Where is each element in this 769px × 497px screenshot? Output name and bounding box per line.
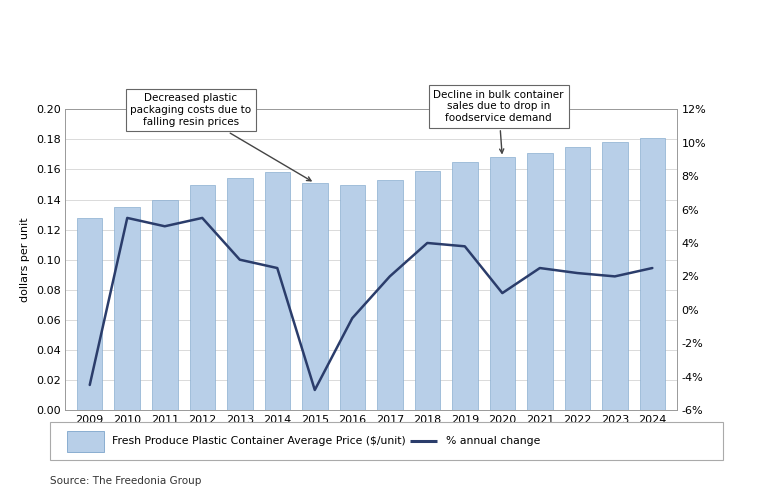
Text: Figure 3-5 | Fresh Produce Plastic Container Pricing, 2009 – 2024 (dollars per u: Figure 3-5 | Fresh Produce Plastic Conta… bbox=[8, 19, 579, 33]
Y-axis label: dollars per unit: dollars per unit bbox=[20, 217, 30, 302]
Bar bbox=[414, 171, 440, 410]
Bar bbox=[452, 162, 478, 410]
Bar bbox=[340, 184, 365, 410]
FancyBboxPatch shape bbox=[67, 430, 104, 452]
Bar bbox=[490, 158, 515, 410]
Bar bbox=[115, 207, 140, 410]
Bar bbox=[602, 143, 628, 410]
Bar bbox=[527, 153, 553, 410]
Text: Decreased plastic
packaging costs due to
falling resin prices: Decreased plastic packaging costs due to… bbox=[131, 93, 311, 181]
Bar bbox=[564, 147, 590, 410]
Text: Decline in bulk container
sales due to drop in
foodservice demand: Decline in bulk container sales due to d… bbox=[433, 89, 564, 153]
Bar bbox=[189, 184, 215, 410]
Bar bbox=[302, 183, 328, 410]
Bar bbox=[377, 180, 402, 410]
Text: ®: ® bbox=[730, 71, 737, 77]
Text: Fresh Produce Plastic Container Average Price ($/unit): Fresh Produce Plastic Container Average … bbox=[112, 436, 405, 446]
Text: Freedonia: Freedonia bbox=[646, 78, 711, 91]
Bar bbox=[77, 218, 102, 410]
Text: Source: The Freedonia Group: Source: The Freedonia Group bbox=[50, 476, 201, 486]
Bar bbox=[152, 199, 178, 410]
Text: % annual change: % annual change bbox=[446, 436, 540, 446]
Bar bbox=[640, 138, 665, 410]
Bar bbox=[265, 172, 290, 410]
Bar bbox=[227, 178, 252, 410]
